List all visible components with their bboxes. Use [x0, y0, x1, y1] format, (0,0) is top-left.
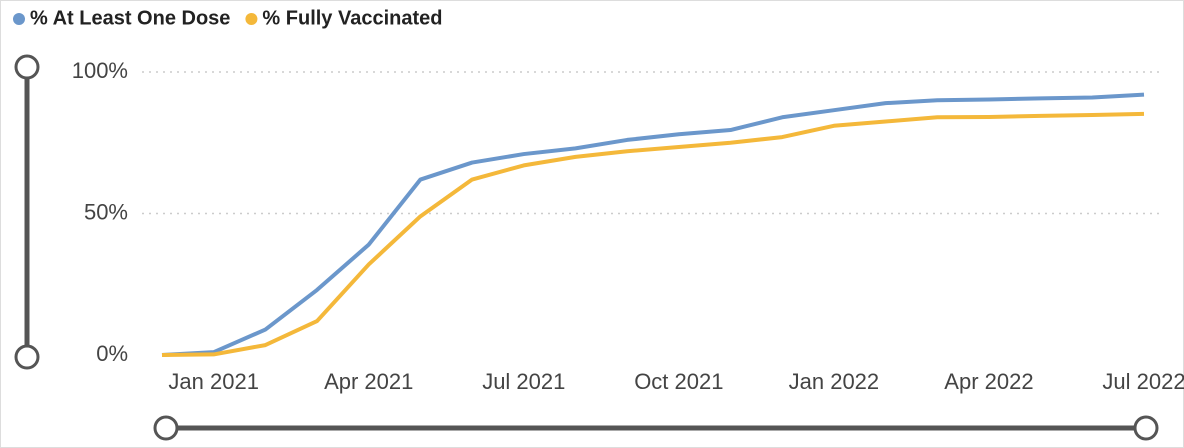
legend-label: % Fully Vaccinated	[262, 7, 442, 29]
y-tick-label: 100%	[72, 58, 128, 83]
x-slider[interactable]	[153, 415, 1159, 441]
x-tick-label: Oct 2021	[634, 369, 723, 394]
y-tick-label: 50%	[84, 199, 128, 224]
x-tick-label: Apr 2021	[324, 369, 413, 394]
x-tick-label: Jul 2022	[1102, 369, 1184, 394]
y-slider[interactable]	[14, 54, 40, 370]
legend-label: % At Least One Dose	[30, 7, 230, 29]
y-slider-handle[interactable]	[14, 54, 40, 80]
y-tick-label: 0%	[96, 341, 128, 366]
x-slider-handle[interactable]	[153, 415, 179, 441]
x-tick-label: Jan 2021	[168, 369, 259, 394]
series-line	[161, 111, 1145, 357]
x-slider-handle[interactable]	[1133, 415, 1159, 441]
legend-marker	[245, 13, 258, 25]
x-tick-label: Apr 2022	[944, 369, 1033, 394]
legend-marker	[13, 13, 25, 25]
x-tick-label: Jul 2021	[482, 369, 565, 394]
y-slider-handle[interactable]	[14, 344, 40, 370]
x-tick-label: Jan 2022	[789, 369, 880, 394]
series-line	[161, 92, 1145, 357]
